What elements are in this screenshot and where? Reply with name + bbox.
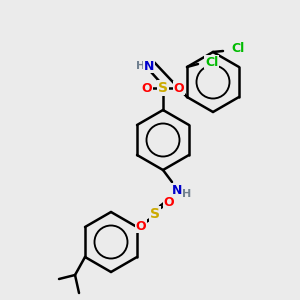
Text: S: S [150,207,160,221]
Text: Cl: Cl [205,56,218,68]
Text: N: N [144,59,154,73]
Text: O: O [174,82,184,94]
Text: S: S [158,81,168,95]
Text: O: O [142,82,152,94]
Text: H: H [182,189,192,199]
Text: H: H [136,61,146,71]
Text: Cl: Cl [231,43,244,56]
Text: N: N [172,184,182,196]
Text: O: O [164,196,174,208]
Text: O: O [136,220,146,232]
